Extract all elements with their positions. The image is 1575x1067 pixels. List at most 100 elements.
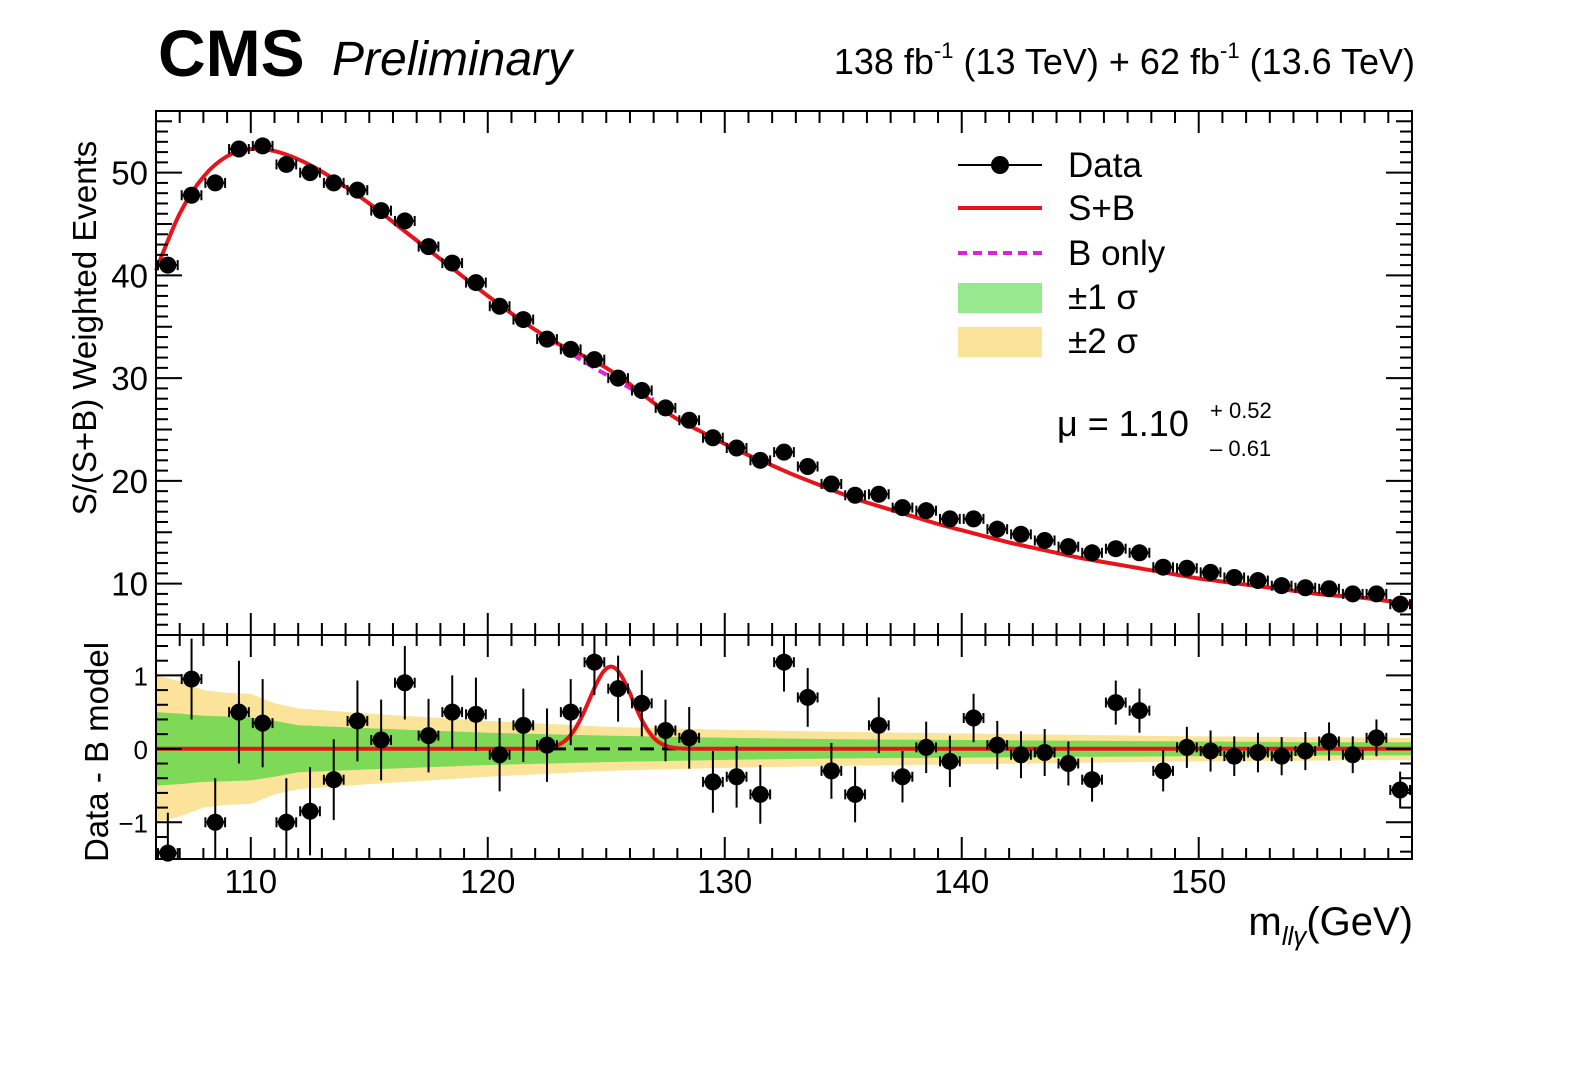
main-data-marker [1130, 544, 1148, 562]
ratio-data-point [607, 655, 629, 722]
lumi-1-exponent: -1 [933, 38, 954, 63]
ratio-data-marker [514, 716, 532, 734]
main-y-tick-label: 40 [111, 257, 148, 294]
main-data-point [251, 137, 274, 155]
main-data-marker [657, 399, 675, 417]
main-data-marker [1296, 579, 1314, 597]
main-data-marker [1367, 585, 1385, 603]
main-data-marker [751, 451, 769, 469]
main-data-point [1199, 563, 1222, 581]
ratio-data-marker [633, 694, 651, 712]
ratio-data-point [867, 697, 890, 754]
main-data-point [867, 485, 890, 503]
ratio-data-marker [277, 813, 295, 831]
main-y-tick-label: 10 [111, 566, 148, 603]
main-data-point [512, 311, 535, 329]
ratio-data-marker [751, 785, 769, 803]
main-data-point [986, 520, 1009, 538]
main-y-tick-label: 30 [111, 360, 148, 397]
main-data-points [157, 137, 1411, 613]
axes: 10 20 30 40 50 −1 0 1 110 120 130 140 150 [111, 110, 1413, 900]
ratio-data-point [512, 688, 535, 763]
legend-2sigma-swatch [958, 327, 1042, 357]
ratio-data-point [844, 766, 866, 823]
main-data-point [583, 351, 606, 369]
lumi-1: 138 fb [833, 41, 934, 82]
ratio-data-point [1152, 750, 1175, 792]
legend-1sigma-swatch [958, 283, 1042, 313]
main-data-marker [372, 202, 390, 220]
ratio-data-point [1389, 771, 1411, 809]
ratio-data-marker [704, 773, 722, 791]
main-data-point [1081, 544, 1103, 562]
ratio-data-point [393, 646, 416, 720]
lumi-2-exponent: -1 [1220, 38, 1240, 63]
ratio-data-marker [1320, 732, 1338, 750]
ratio-data-marker [372, 731, 390, 749]
ratio-data-marker [1344, 746, 1362, 764]
ratio-data-point [1223, 736, 1246, 777]
main-data-point [820, 475, 843, 493]
main-data-marker [183, 186, 201, 204]
ratio-data-point [796, 668, 819, 727]
main-data-marker [1036, 531, 1054, 549]
main-data-point [773, 443, 795, 461]
lumi-2-energy: (13.6 TeV) [1239, 41, 1415, 82]
ratio-data-marker [822, 762, 840, 780]
legend-label: Data [1068, 146, 1142, 185]
luminosity-label: 138 fb-1 (13 TeV) + 62 fb-1 (13.6 TeV) [833, 40, 1415, 82]
ratio-data-marker [159, 844, 177, 862]
main-data-marker [348, 181, 366, 199]
ratio-data-point [370, 699, 392, 781]
ratio-data-point [1341, 736, 1364, 774]
signal-strength-label: μ = 1.10 [1057, 403, 1189, 444]
x-axis-label: mllγ(GeV) [1248, 900, 1413, 949]
ratio-data-marker [1225, 747, 1243, 765]
ratio-data-point [962, 693, 985, 743]
ratio-data-point [251, 679, 274, 768]
ratio-data-marker [1154, 762, 1172, 780]
main-data-marker [396, 212, 414, 230]
ratio-data-marker [728, 768, 746, 786]
main-data-point [536, 330, 558, 348]
ratio-data-point [773, 635, 795, 692]
ratio-data-point [749, 764, 772, 824]
ratio-data-marker [1107, 694, 1125, 712]
ratio-data-point [346, 680, 369, 762]
main-data-marker [206, 174, 224, 192]
main-data-point [891, 499, 914, 517]
ratio-data-marker [254, 714, 272, 732]
main-data-point [1176, 559, 1198, 577]
ratio-data-marker [396, 674, 414, 692]
main-data-point [417, 238, 440, 256]
x-tick-label: 120 [460, 863, 515, 900]
main-data-marker [538, 330, 556, 348]
ratio-data-point [559, 679, 582, 746]
main-data-point [962, 510, 985, 528]
main-data-marker [799, 457, 817, 475]
main-data-point [322, 174, 345, 192]
main-data-marker [1320, 580, 1338, 598]
ratio-data-point [939, 735, 961, 788]
main-data-point [796, 457, 819, 475]
ratio-data-marker [491, 746, 509, 764]
ratio-data-point [465, 677, 487, 752]
main-data-marker [704, 429, 722, 447]
main-data-marker [514, 311, 532, 329]
main-data-marker [325, 174, 343, 192]
ratio-data-marker [467, 705, 485, 723]
ratio-data-marker [988, 736, 1006, 754]
ratio-data-marker [941, 752, 959, 770]
legend-label: ±2 σ [1068, 322, 1138, 361]
main-data-marker [1225, 568, 1243, 586]
signal-strength-down-error: – 0.61 [1210, 436, 1272, 461]
x-axis-symbol: m [1248, 900, 1282, 944]
main-data-marker [775, 443, 793, 461]
ratio-data-marker [538, 736, 556, 754]
main-data-marker [609, 369, 627, 387]
ratio-data-marker [1130, 702, 1148, 720]
ratio-data-point [915, 721, 938, 774]
ratio-data-marker [348, 712, 366, 730]
ratio-data-marker [1083, 771, 1101, 789]
ratio-data-marker [301, 802, 319, 820]
